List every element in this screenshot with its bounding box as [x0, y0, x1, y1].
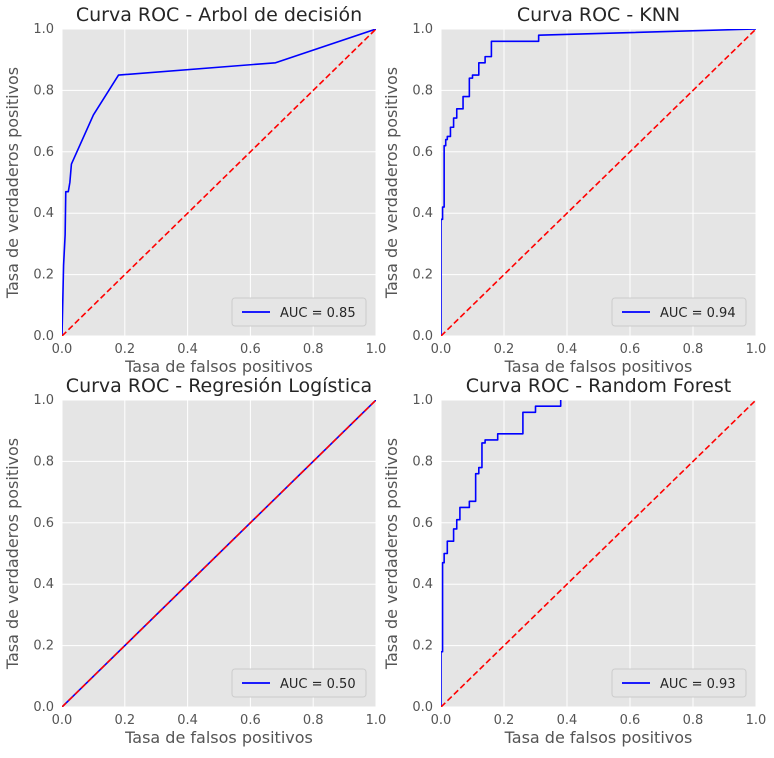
y-tick-label: 0.2 [33, 268, 54, 283]
x-tick-label: 0.2 [114, 713, 135, 728]
y-axis-label: Tasa de verdaderos positivos [382, 67, 401, 299]
roc-panel-1: 0.0 0.2 0.4 0.6 0.8 1.0 0.0 0.2 0.4 0.6 0.8 1.0 Curv… [3, 4, 386, 376]
x-axis-label: Tasa de falsos positivos [124, 728, 313, 747]
y-tick-label: 0.8 [33, 83, 54, 98]
series-group [441, 29, 756, 336]
y-tick-label: 0.6 [412, 145, 433, 160]
y-tick-label: 0.2 [412, 268, 433, 283]
y-tick-label: 0.2 [412, 639, 433, 654]
x-tick-label: 0.4 [177, 713, 198, 728]
y-tick-label: 0.8 [412, 454, 433, 469]
x-axis-label: Tasa de falsos positivos [504, 728, 693, 747]
legend-label: AUC = 0.94 [660, 306, 736, 321]
chance-diagonal-line [62, 400, 376, 707]
chance-diagonal-line [441, 29, 756, 336]
y-tick-label: 0.6 [33, 516, 54, 531]
y-tick-label: 0.8 [33, 454, 54, 469]
x-tick-label: 0.6 [240, 713, 261, 728]
legend-box [231, 297, 367, 327]
chart-title: Curva ROC - Regresión Logística [66, 375, 372, 397]
legend-label: AUC = 0.85 [280, 306, 356, 321]
x-tick-label: 1.0 [366, 713, 387, 728]
legend-box [611, 668, 747, 698]
x-tick-label: 0.6 [240, 342, 261, 357]
x-tick-label: 0.0 [431, 713, 452, 728]
y-axis-label: Tasa de verdaderos positivos [3, 438, 22, 670]
chart-title: Curva ROC - Arbol de decisión [76, 4, 362, 26]
roc-curve-line [62, 29, 376, 336]
y-tick-label: 1.0 [33, 393, 54, 408]
x-tick-label: 0.8 [303, 342, 324, 357]
x-tick-label: 0.8 [683, 342, 704, 357]
series-group [62, 29, 376, 336]
x-tick-label: 0.2 [494, 342, 515, 357]
x-tick-label: 0.8 [303, 713, 324, 728]
legend-box [231, 668, 367, 698]
x-tick-label: 0.4 [177, 342, 198, 357]
series-group [441, 400, 756, 707]
roc-curve-line [441, 400, 562, 707]
legend: AUC = 0.85 [231, 297, 367, 327]
x-tick-label: 0.2 [114, 342, 135, 357]
x-tick-label: 0.4 [557, 342, 578, 357]
series-group [62, 400, 376, 707]
x-tick-label: 1.0 [746, 713, 767, 728]
legend: AUC = 0.50 [231, 668, 367, 698]
y-tick-label: 0.2 [33, 639, 54, 654]
legend-box [611, 297, 747, 327]
y-tick-label: 0.8 [412, 83, 433, 98]
chance-diagonal-line [62, 29, 376, 336]
x-tick-label: 1.0 [746, 342, 767, 357]
chart-title: Curva ROC - KNN [517, 4, 680, 26]
y-tick-label: 0.6 [412, 516, 433, 531]
y-tick-label: 0.4 [412, 577, 433, 592]
y-tick-label: 0.6 [33, 145, 54, 160]
x-tick-label: 1.0 [366, 342, 387, 357]
y-tick-label: 0.0 [33, 329, 54, 344]
x-tick-label: 0.0 [431, 342, 452, 357]
roc-panel-3: 0.0 0.2 0.4 0.6 0.8 1.0 0.0 0.2 0.4 0.6 0.8 1.0 Curv… [3, 375, 386, 747]
x-tick-label: 0.0 [52, 713, 73, 728]
y-tick-label: 1.0 [33, 22, 54, 37]
x-tick-label: 0.2 [494, 713, 515, 728]
chart-title: Curva ROC - Random Forest [466, 375, 731, 397]
y-tick-label: 0.4 [412, 206, 433, 221]
y-tick-label: 0.4 [33, 206, 54, 221]
y-tick-label: 0.0 [33, 700, 54, 715]
legend: AUC = 0.94 [611, 297, 747, 327]
legend-label: AUC = 0.50 [280, 677, 356, 692]
x-axis-label: Tasa de falsos positivos [124, 357, 313, 376]
legend-label: AUC = 0.93 [660, 677, 736, 692]
x-axis-label: Tasa de falsos positivos [504, 357, 693, 376]
x-tick-label: 0.6 [620, 342, 641, 357]
chance-diagonal-line [441, 400, 756, 707]
y-axis-label: Tasa de verdaderos positivos [382, 438, 401, 670]
y-tick-label: 0.0 [412, 329, 433, 344]
roc-panel-4: 0.0 0.2 0.4 0.6 0.8 1.0 0.0 0.2 0.4 0.6 0.8 1.0 Curv… [382, 375, 766, 747]
roc-panel-2: 0.0 0.2 0.4 0.6 0.8 1.0 0.0 0.2 0.4 0.6 0.8 1.0 Curv… [382, 4, 766, 376]
x-tick-label: 0.8 [683, 713, 704, 728]
x-tick-label: 0.0 [52, 342, 73, 357]
y-tick-label: 1.0 [412, 22, 433, 37]
y-tick-label: 1.0 [412, 393, 433, 408]
x-tick-label: 0.6 [620, 713, 641, 728]
y-axis-label: Tasa de verdaderos positivos [3, 67, 22, 299]
x-tick-label: 0.4 [557, 713, 578, 728]
y-tick-label: 0.4 [33, 577, 54, 592]
roc-curve-line [441, 29, 756, 336]
y-tick-label: 0.0 [412, 700, 433, 715]
legend: AUC = 0.93 [611, 668, 747, 698]
